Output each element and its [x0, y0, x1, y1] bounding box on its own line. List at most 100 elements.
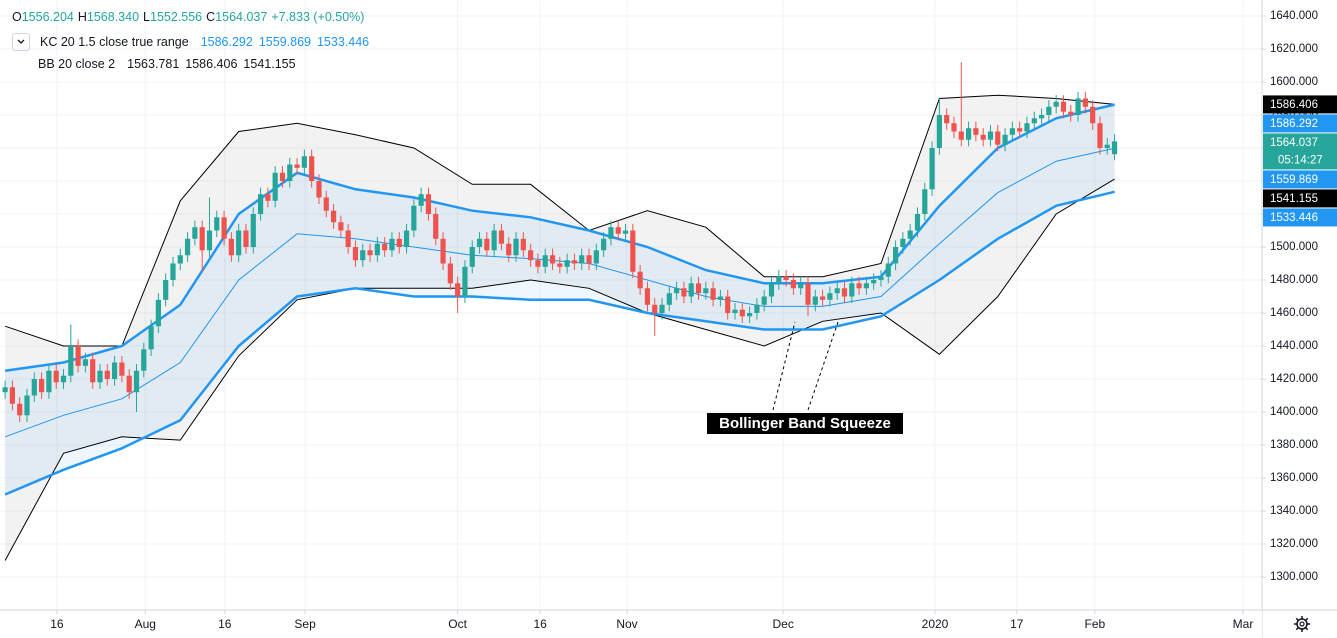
- price-tag-label: 1541.155: [1270, 193, 1318, 205]
- candle-body: [601, 238, 607, 251]
- price-tag-label: 1586.406: [1270, 99, 1318, 111]
- candle-body: [871, 280, 877, 284]
- candle-body: [338, 222, 344, 231]
- ohlc-label: L: [143, 10, 150, 24]
- candle-body: [9, 387, 16, 404]
- candle-body: [666, 293, 672, 305]
- band-line: [4, 103, 1115, 373]
- candle-body: [403, 230, 410, 248]
- candle-body: [681, 288, 687, 297]
- indicator-value: 1586.292: [200, 35, 253, 49]
- candle-body: [717, 296, 724, 300]
- candle-body: [542, 255, 548, 267]
- time-axis: [0, 610, 1262, 638]
- candle-body: [849, 283, 855, 297]
- candle-body: [535, 260, 541, 267]
- candle-body: [944, 115, 950, 124]
- candle-body: [330, 210, 337, 223]
- indicator-value: 1586.406: [185, 57, 238, 71]
- candle-body: [834, 288, 840, 294]
- candle-body: [520, 238, 526, 251]
- price-tag-label: 1533.446: [1270, 212, 1318, 224]
- candle-body: [309, 156, 315, 182]
- candle-body: [192, 227, 198, 239]
- candle-body: [316, 181, 322, 198]
- candle-body: [987, 131, 994, 140]
- price-tag: [1263, 114, 1337, 133]
- candle-body: [608, 227, 614, 239]
- status-row: O1556.204 H1568.340 L1552.556 C1564.037 +7.8…: [12, 10, 364, 24]
- candle-body: [1017, 128, 1023, 132]
- candle-body: [790, 280, 797, 289]
- price-tag-label: 1586.292: [1270, 118, 1318, 130]
- ohlc-item: C1564.037: [206, 10, 267, 24]
- candle-body: [31, 379, 37, 396]
- candle-body: [1009, 128, 1015, 135]
- candle-body: [812, 296, 818, 305]
- candle-body: [652, 304, 658, 314]
- y-tick-label: 1340.000: [1270, 505, 1318, 517]
- candle-body: [133, 370, 140, 393]
- candle-body: [367, 250, 373, 256]
- candle-body: [82, 359, 88, 366]
- y-tick-label: 1300.000: [1270, 571, 1318, 583]
- candle-body: [1031, 118, 1037, 124]
- x-tick-label: 16: [50, 617, 64, 631]
- candle-body: [644, 288, 651, 305]
- candle-body: [965, 128, 972, 140]
- bands: [4, 94, 1115, 561]
- candle-body: [754, 304, 760, 314]
- indicator-row: KC 20 1.5 close true range 1586.292 1559.8…: [12, 33, 369, 51]
- candle-body: [90, 359, 96, 383]
- candle-body: [104, 370, 110, 380]
- x-tick-label: Dec: [773, 617, 794, 631]
- candle-body: [586, 255, 592, 264]
- settings-icon[interactable]: [1294, 616, 1310, 632]
- candle-body: [856, 283, 862, 289]
- candle-body: [557, 263, 563, 267]
- x-tick-label: Aug: [135, 617, 156, 631]
- candle-body: [447, 263, 453, 284]
- candle-body: [878, 276, 884, 281]
- gear-teeth: [1294, 616, 1310, 632]
- candle-body: [301, 156, 307, 168]
- chevron: [17, 39, 25, 44]
- candle-body: [637, 271, 643, 289]
- candle-body: [1038, 115, 1045, 119]
- y-tick-label: 1500.000: [1270, 241, 1318, 253]
- collapse-toggle[interactable]: [12, 33, 30, 51]
- candle-body: [863, 283, 869, 289]
- candle-body: [674, 288, 680, 294]
- x-tick-label: 16: [533, 617, 547, 631]
- candle-body: [433, 214, 439, 239]
- candle-body: [768, 283, 775, 297]
- candle-body: [97, 370, 103, 383]
- candle-body: [75, 346, 81, 366]
- indicator-value: 1541.155: [243, 57, 296, 71]
- candle-body: [615, 227, 621, 234]
- candle-body: [1075, 98, 1081, 116]
- candle-body: [579, 255, 585, 264]
- price-tag: [1263, 208, 1337, 227]
- candle-body: [739, 309, 745, 317]
- price-tag: [1263, 170, 1337, 189]
- candle-body: [24, 395, 30, 416]
- candle-body: [498, 230, 505, 244]
- indicator-value: 1563.781: [127, 57, 180, 71]
- y-tick-label: 1440.000: [1270, 340, 1318, 352]
- price-tag-countdown: 05:14:27: [1278, 154, 1323, 166]
- y-tick-label: 1420.000: [1270, 373, 1318, 385]
- candle-body: [929, 148, 935, 190]
- candle-body: [900, 238, 906, 248]
- candle-body: [462, 266, 468, 297]
- candle-body: [732, 309, 738, 314]
- indicator-row: BB 20 close 2 1563.781 1586.406 1541.155: [38, 57, 296, 71]
- candle-body: [440, 238, 446, 264]
- candle-body: [53, 370, 59, 383]
- candle-body: [236, 230, 242, 256]
- candle-body: [1090, 106, 1096, 124]
- candle-body: [287, 164, 293, 182]
- y-tick-label: 1400.000: [1270, 406, 1318, 418]
- candle-body: [907, 230, 913, 239]
